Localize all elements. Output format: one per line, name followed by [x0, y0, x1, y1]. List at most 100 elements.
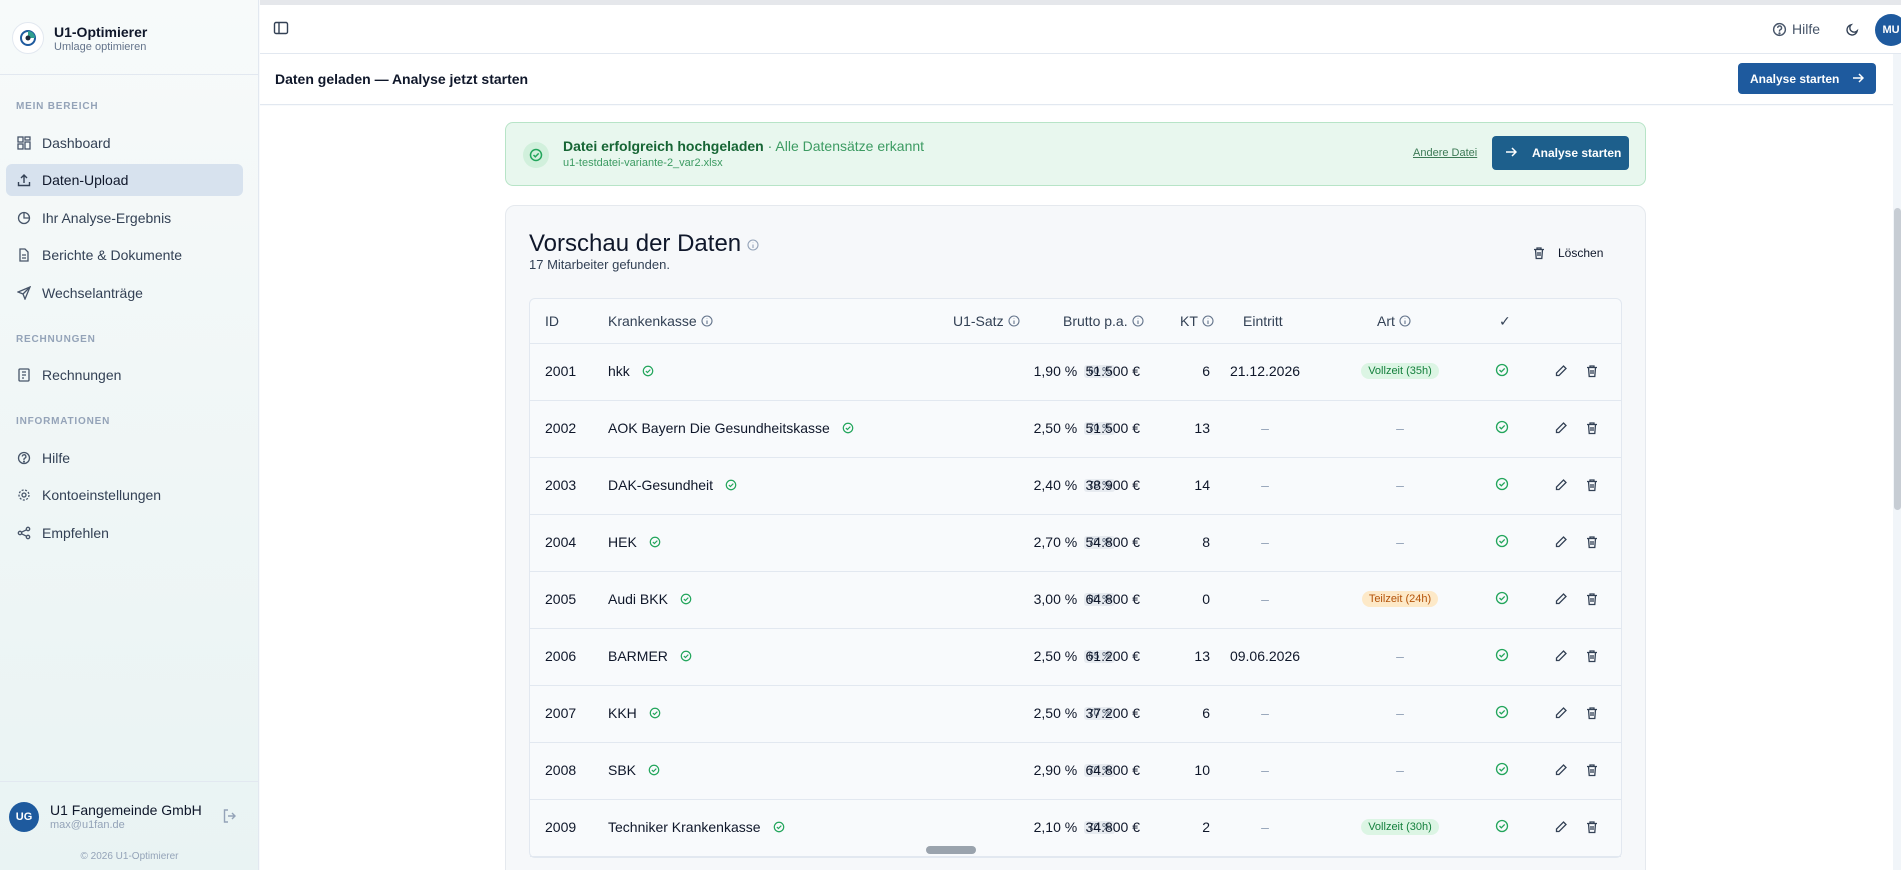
edit-icon[interactable]	[1554, 820, 1568, 834]
kasse-name: Audi BKK	[608, 591, 668, 607]
column-header-id[interactable]: ID	[545, 313, 559, 329]
cell-art: Teilzeit (24h)	[1345, 591, 1455, 607]
sidebar-item-hilfe[interactable]: Hilfe	[6, 442, 243, 474]
erstattung-badge: 70 %	[1084, 421, 1115, 435]
divider	[0, 74, 258, 75]
button-label: Analyse starten	[1750, 71, 1840, 86]
eintritt-value: –	[1261, 819, 1269, 835]
sidebar-item-analyse-ergebnis[interactable]: Ihr Analyse-Ergebnis	[6, 202, 243, 234]
cell-eintritt: –	[1220, 420, 1310, 436]
avatar[interactable]: MU	[1875, 14, 1901, 46]
edit-icon[interactable]	[1554, 364, 1568, 378]
cell-eintritt: 09.06.2026	[1220, 648, 1310, 664]
cell-id: 2005	[545, 591, 577, 607]
sidebar: U1-Optimierer Umlage optimieren MEIN BER…	[0, 0, 259, 870]
cell-brutto: 64.800 €	[1085, 762, 1141, 778]
edit-icon[interactable]	[1554, 535, 1568, 549]
sidebar-item-rechnungen[interactable]: Rechnungen	[6, 359, 243, 391]
horizontal-scrollbar[interactable]	[926, 846, 976, 854]
trash-icon[interactable]	[1585, 421, 1599, 435]
column-header-brutto[interactable]: Brutto p.a.	[1063, 313, 1144, 329]
edit-icon[interactable]	[1554, 421, 1568, 435]
erstattung-badge: 65 %	[1084, 649, 1115, 663]
table-row[interactable]: 2006 BARMER 2,50 % 65 % 61.200 € 13 09.06.2026…	[530, 629, 1621, 686]
trash-icon[interactable]	[1585, 763, 1599, 777]
satz-value: 1,90 %	[1033, 363, 1078, 379]
edit-icon[interactable]	[1554, 592, 1568, 606]
kasse-name: Techniker Krankenkasse	[608, 819, 761, 835]
cell-eintritt: –	[1220, 534, 1310, 550]
info-icon[interactable]	[747, 230, 759, 258]
sidebar-item-dashboard[interactable]: Dashboard	[6, 127, 243, 159]
cell-kt: 0	[1202, 591, 1210, 607]
help-circle-icon	[16, 450, 32, 466]
verified-icon	[636, 365, 654, 377]
table-row[interactable]: 2002 AOK Bayern Die Gesundheitskasse 2,50 …	[530, 401, 1621, 458]
start-analysis-button-card[interactable]: Analyse starten	[1492, 136, 1629, 170]
trash-icon[interactable]	[1585, 592, 1599, 606]
column-header-u1-satz[interactable]: U1-Satz	[953, 313, 1020, 329]
help-link[interactable]: Hilfe	[1772, 21, 1820, 37]
column-header-kt[interactable]: KT	[1180, 313, 1214, 329]
edit-icon[interactable]	[1554, 478, 1568, 492]
cell-u1-satz: 2,90 % 70 %	[915, 762, 1115, 778]
trash-icon[interactable]	[1585, 478, 1599, 492]
brand-logo	[12, 22, 44, 54]
table-row[interactable]: 2005 Audi BKK 3,00 % 80 % 64.800 € 0 – Teilzeit…	[530, 572, 1621, 629]
avatar[interactable]: UG	[9, 802, 39, 832]
sidebar-item-empfehlen[interactable]: Empfehlen	[6, 517, 243, 549]
cell-krankenkasse: KKH	[608, 705, 661, 721]
edit-icon[interactable]	[1554, 649, 1568, 663]
cell-id: 2003	[545, 477, 577, 493]
scrollbar-thumb[interactable]	[1894, 208, 1901, 510]
table-row[interactable]: 2009 Techniker Krankenkasse 2,10 % 70 % 34.8…	[530, 800, 1621, 857]
upload-status: Datei erfolgreich hochgeladen · Alle Dat…	[563, 138, 924, 154]
table-row[interactable]: 2008 SBK 2,90 % 70 % 64.800 € 10 – –	[530, 743, 1621, 800]
cell-kt: 6	[1202, 363, 1210, 379]
column-header-eintritt[interactable]: Eintritt	[1243, 313, 1283, 329]
help-circle-icon	[1772, 22, 1787, 36]
trash-icon[interactable]	[1585, 649, 1599, 663]
sidebar-item-berichte[interactable]: Berichte & Dokumente	[6, 239, 243, 271]
table-row[interactable]: 2003 DAK-Gesundheit 2,40 % 70 % 38.900 € 14 – –	[530, 458, 1621, 515]
kasse-name: DAK-Gesundheit	[608, 477, 714, 493]
trash-icon[interactable]	[1585, 364, 1599, 378]
verified-icon	[674, 650, 692, 662]
sidebar-item-kontoeinstellungen[interactable]: Kontoeinstellungen	[6, 479, 243, 511]
sidebar-toggle-icon[interactable]	[273, 20, 289, 39]
column-header-art[interactable]: Art	[1377, 313, 1411, 329]
action-bar: Daten geladen — Analyse jetzt starten An…	[260, 54, 1901, 105]
edit-icon[interactable]	[1554, 763, 1568, 777]
logout-icon[interactable]	[222, 808, 238, 827]
trash-icon[interactable]	[1585, 706, 1599, 720]
check-circle-icon	[1495, 705, 1509, 719]
cell-brutto: 61.200 €	[1085, 648, 1141, 664]
help-label: Hilfe	[1792, 21, 1821, 37]
cell-krankenkasse: AOK Bayern Die Gesundheitskasse	[608, 420, 854, 436]
user-email: max@u1fan.de	[50, 819, 125, 831]
moon-icon[interactable]	[1845, 22, 1860, 40]
table-row[interactable]: 2001 hkk 1,90 % 60 % 51.500 € 6 21.12.2026 Voll…	[530, 344, 1621, 401]
cell-krankenkasse: DAK-Gesundheit	[608, 477, 737, 493]
other-file-link[interactable]: Andere Datei	[1413, 147, 1478, 159]
eintritt-value: –	[1261, 762, 1269, 778]
trash-icon[interactable]	[1585, 820, 1599, 834]
column-header-check[interactable]: ✓	[1499, 313, 1511, 329]
sidebar-item-wechselantraege[interactable]: Wechselanträge	[6, 277, 243, 309]
delete-all-button[interactable]: Löschen	[1532, 246, 1603, 260]
trash-icon[interactable]	[1585, 535, 1599, 549]
art-value: –	[1396, 477, 1404, 493]
table-row[interactable]: 2007 KKH 2,50 % 70 % 37.200 € 6 – –	[530, 686, 1621, 743]
sidebar-item-label: Wechselanträge	[42, 285, 143, 301]
start-analysis-button[interactable]: Analyse starten	[1738, 63, 1876, 94]
column-header-krankenkasse[interactable]: Krankenkasse	[608, 313, 713, 329]
edit-icon[interactable]	[1554, 706, 1568, 720]
sidebar-item-daten-upload[interactable]: Daten-Upload	[6, 164, 243, 196]
sidebar-item-label: Dashboard	[42, 135, 111, 151]
page-title: Daten geladen — Analyse jetzt starten	[275, 71, 529, 87]
art-value: –	[1396, 648, 1404, 664]
brand[interactable]: U1-Optimierer Umlage optimieren	[12, 22, 147, 54]
preview-title: Vorschau der Daten	[529, 230, 759, 258]
grid-icon	[16, 135, 32, 151]
table-row[interactable]: 2004 HEK 2,70 % 70 % 54.800 € 8 – –	[530, 515, 1621, 572]
